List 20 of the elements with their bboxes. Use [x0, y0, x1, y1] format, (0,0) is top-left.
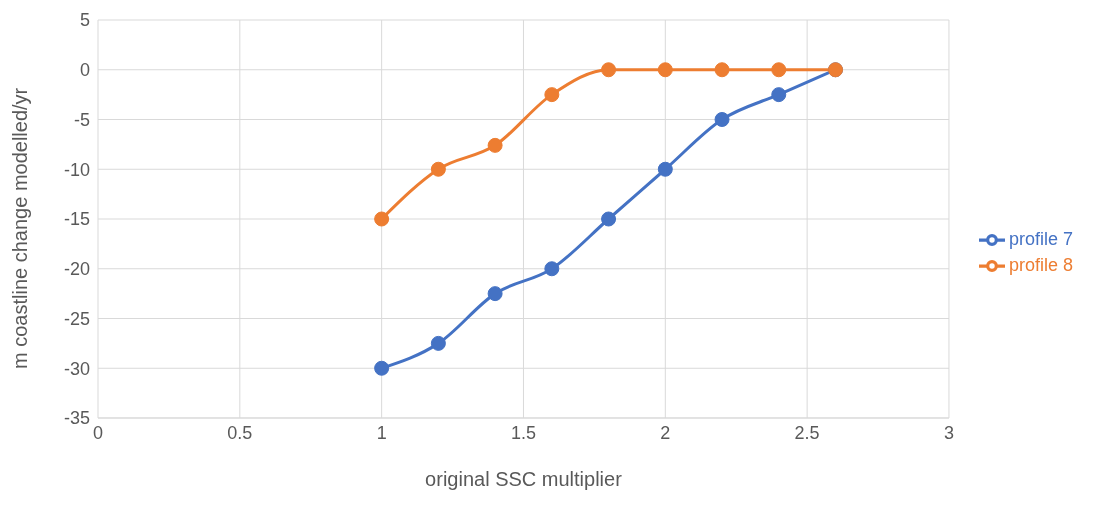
- y-tick-label: -35: [63, 408, 90, 429]
- y-tick-label: 5: [79, 10, 90, 31]
- y-tick-label: -25: [63, 308, 90, 329]
- x-axis-title: original SSC multiplier: [425, 468, 623, 490]
- y-tick-label: -5: [73, 109, 90, 130]
- x-tick-label: 3: [943, 422, 954, 443]
- y-tick-label: -15: [63, 209, 90, 230]
- y-axis-title: m coastline change modelled/yr: [9, 87, 32, 369]
- x-tick-label: 2: [660, 422, 671, 443]
- x-tick-label: 1.5: [510, 422, 536, 443]
- x-tick-label: 2.5: [794, 422, 820, 443]
- legend-label: profile 7: [1008, 228, 1073, 249]
- x-tick-label: 0: [92, 422, 104, 443]
- x-tick-label: 0.5: [227, 422, 253, 443]
- y-tick-label: -30: [63, 358, 90, 379]
- x-tick-label: 1: [376, 422, 387, 443]
- y-tick-label: -20: [63, 259, 90, 280]
- y-tick-label: 0: [79, 60, 90, 81]
- y-tick-label: -10: [63, 159, 90, 180]
- legend-label: profile 8: [1008, 254, 1073, 275]
